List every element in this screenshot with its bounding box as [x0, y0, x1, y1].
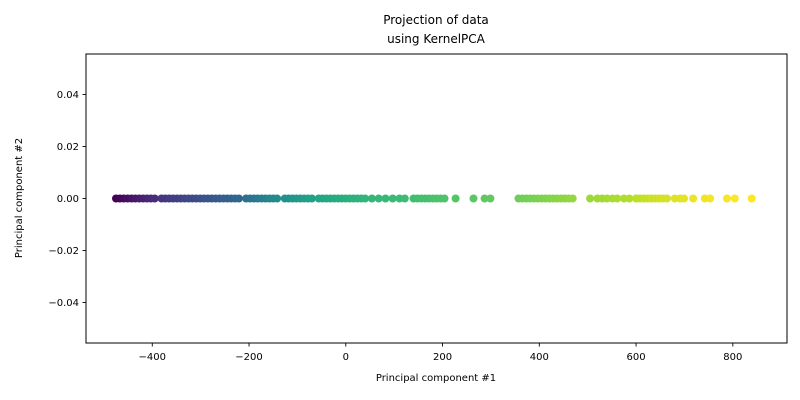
scatter-series	[112, 194, 756, 203]
y-tick-label: 0.04	[57, 90, 79, 101]
scatter-point	[150, 194, 159, 203]
scatter-point	[568, 194, 577, 203]
chart-title-line1: Projection of data	[383, 13, 489, 27]
y-axis-ticks: −0.04 −0.02 0.00 0.02 0.04	[48, 90, 86, 309]
scatter-point	[706, 194, 715, 203]
scatter-point	[730, 194, 739, 203]
x-tick-label: 400	[530, 352, 549, 363]
scatter-point	[234, 194, 243, 203]
scatter-point	[486, 194, 495, 203]
scatter-point	[747, 194, 756, 203]
scatter-point	[689, 194, 698, 203]
y-tick-label: −0.04	[48, 298, 79, 309]
x-tick-label: 600	[627, 352, 646, 363]
scatter-point	[361, 194, 370, 203]
scatter-point	[381, 194, 390, 203]
scatter-point	[469, 194, 478, 203]
x-tick-label: 800	[723, 352, 742, 363]
scatter-point	[307, 194, 316, 203]
x-tick-label: 0	[343, 352, 349, 363]
scatter-point	[367, 194, 376, 203]
scatter-point	[273, 194, 282, 203]
scatter-point	[613, 194, 622, 203]
x-axis-label: Principal component #1	[376, 373, 496, 384]
scatter-point	[480, 194, 489, 203]
scatter-point	[680, 194, 688, 203]
scatter-point	[625, 194, 634, 203]
scatter-point	[586, 194, 595, 203]
y-axis-label: Principal component #2	[14, 138, 25, 258]
scatter-point	[451, 194, 460, 203]
scatter-point	[374, 194, 383, 203]
x-tick-label: −200	[235, 352, 262, 363]
chart-title-line2: using KernelPCA	[387, 32, 486, 46]
x-tick-label: −400	[139, 352, 166, 363]
y-tick-label: −0.02	[48, 246, 79, 257]
scatter-point	[440, 194, 449, 203]
scatter-point	[388, 194, 397, 203]
scatter-point	[723, 194, 731, 203]
y-tick-label: 0.02	[57, 142, 79, 153]
scatter-point	[400, 194, 409, 203]
x-tick-label: 200	[433, 352, 452, 363]
x-axis-ticks: −400 −200 0 200 400 600 800	[139, 343, 742, 363]
scatter-point	[663, 194, 671, 203]
y-tick-label: 0.00	[57, 194, 79, 205]
